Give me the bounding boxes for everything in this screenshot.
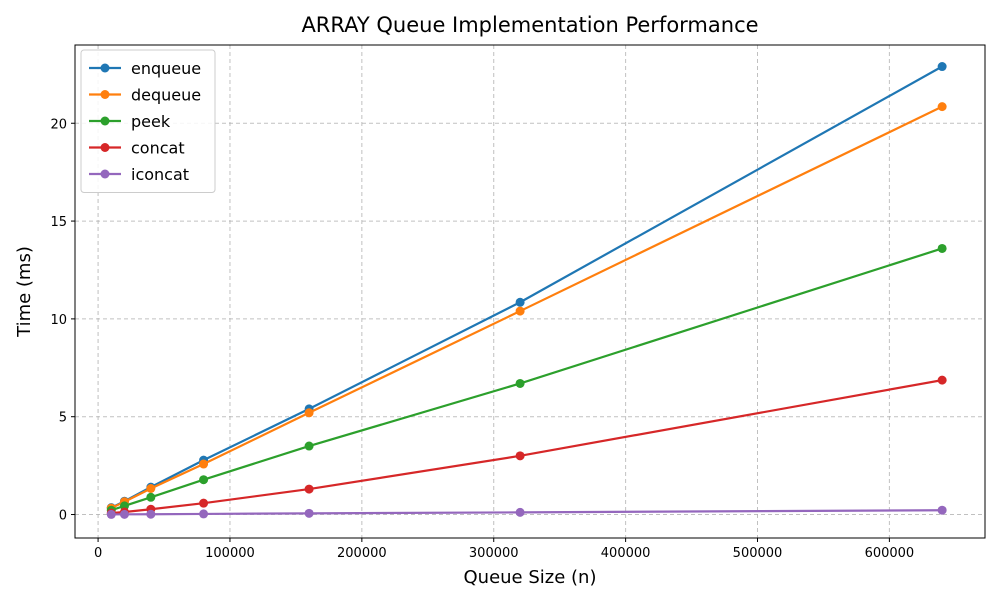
data-point-iconcat — [199, 509, 209, 519]
series-line-peek — [110, 247, 943, 512]
data-point-dequeue — [146, 484, 156, 494]
y-tick-label: 15 — [50, 215, 67, 230]
legend-marker-iconcat — [100, 169, 110, 179]
data-point-dequeue — [199, 459, 209, 469]
data-point-peek — [304, 441, 314, 451]
grid — [75, 45, 985, 538]
legend-label-dequeue: dequeue — [131, 86, 201, 105]
series-line-iconcat — [111, 509, 943, 516]
legend-label-iconcat: iconcat — [131, 165, 189, 184]
data-point-peek — [146, 492, 156, 502]
data-point-dequeue — [937, 102, 947, 112]
data-point-peek — [515, 378, 525, 388]
x-tick-label: 100000 — [205, 546, 255, 561]
legend-box — [80, 49, 216, 193]
data-point-dequeue — [515, 306, 525, 316]
legend-label-concat: concat — [131, 139, 185, 158]
x-tick-label: 500000 — [733, 546, 783, 561]
x-tick-label: 200000 — [337, 546, 387, 561]
data-point-peek — [937, 243, 947, 253]
legend-label-enqueue: enqueue — [131, 59, 201, 78]
x-axis-title: Queue Size (n) — [464, 567, 597, 588]
y-axis-title: Time (ms) — [14, 246, 35, 338]
data-point-concat — [937, 375, 947, 385]
x-tick-label: 400000 — [601, 546, 651, 561]
series-layer — [106, 62, 947, 519]
x-tick-label: 300000 — [469, 546, 519, 561]
series-iconcat — [106, 505, 947, 519]
series-peek — [106, 243, 947, 515]
data-point-concat — [515, 451, 525, 461]
data-point-enqueue — [515, 297, 525, 307]
x-tick-label: 0 — [94, 546, 102, 561]
series-line-concat — [111, 379, 943, 515]
series-line-enqueue — [110, 65, 943, 509]
data-point-iconcat — [119, 509, 129, 519]
data-point-peek — [199, 475, 209, 485]
x-tick-label: 600000 — [865, 546, 915, 561]
legend-marker-dequeue — [100, 90, 110, 99]
legend: enqueue dequeue peek concat iconcat — [80, 49, 216, 193]
y-tick-label: 20 — [50, 117, 67, 132]
data-point-enqueue — [937, 62, 947, 72]
data-point-iconcat — [146, 509, 156, 519]
data-point-iconcat — [515, 507, 525, 517]
y-tick-label: 10 — [50, 313, 67, 328]
y-tick-label: 5 — [59, 411, 67, 426]
data-point-concat — [304, 484, 314, 494]
y-tick-label: 0 — [59, 509, 67, 524]
data-point-iconcat — [304, 508, 314, 518]
data-point-concat — [199, 498, 209, 508]
data-point-dequeue — [304, 408, 314, 418]
data-point-iconcat — [106, 509, 116, 519]
chart-title: ARRAY Queue Implementation Performance — [301, 13, 758, 37]
data-point-iconcat — [937, 505, 947, 515]
legend-marker-enqueue — [100, 63, 110, 73]
ticks: 0 100000 200000 300000 400000 500000 600000 0 5 1… — [50, 117, 914, 561]
plot-frame — [74, 44, 986, 539]
series-line-dequeue — [110, 105, 943, 510]
legend-label-peek: peek — [131, 112, 171, 131]
series-dequeue — [106, 102, 947, 513]
legend-marker-concat — [100, 143, 110, 152]
legend-marker-peek — [100, 116, 110, 126]
